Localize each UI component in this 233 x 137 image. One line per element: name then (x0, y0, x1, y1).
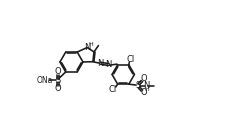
Text: N: N (97, 59, 104, 68)
Text: O: O (54, 84, 61, 93)
Text: H: H (88, 42, 93, 47)
Text: N: N (85, 43, 91, 52)
Text: Cl: Cl (109, 85, 117, 94)
Text: S: S (55, 76, 60, 85)
Text: N: N (105, 60, 112, 69)
Text: N: N (144, 81, 150, 90)
Text: Cl: Cl (127, 55, 135, 64)
Text: ONa: ONa (36, 76, 53, 85)
Text: O: O (140, 88, 147, 97)
Text: O: O (54, 67, 61, 76)
Text: O: O (140, 74, 147, 83)
Text: S: S (135, 81, 141, 90)
Text: H: H (144, 87, 149, 92)
